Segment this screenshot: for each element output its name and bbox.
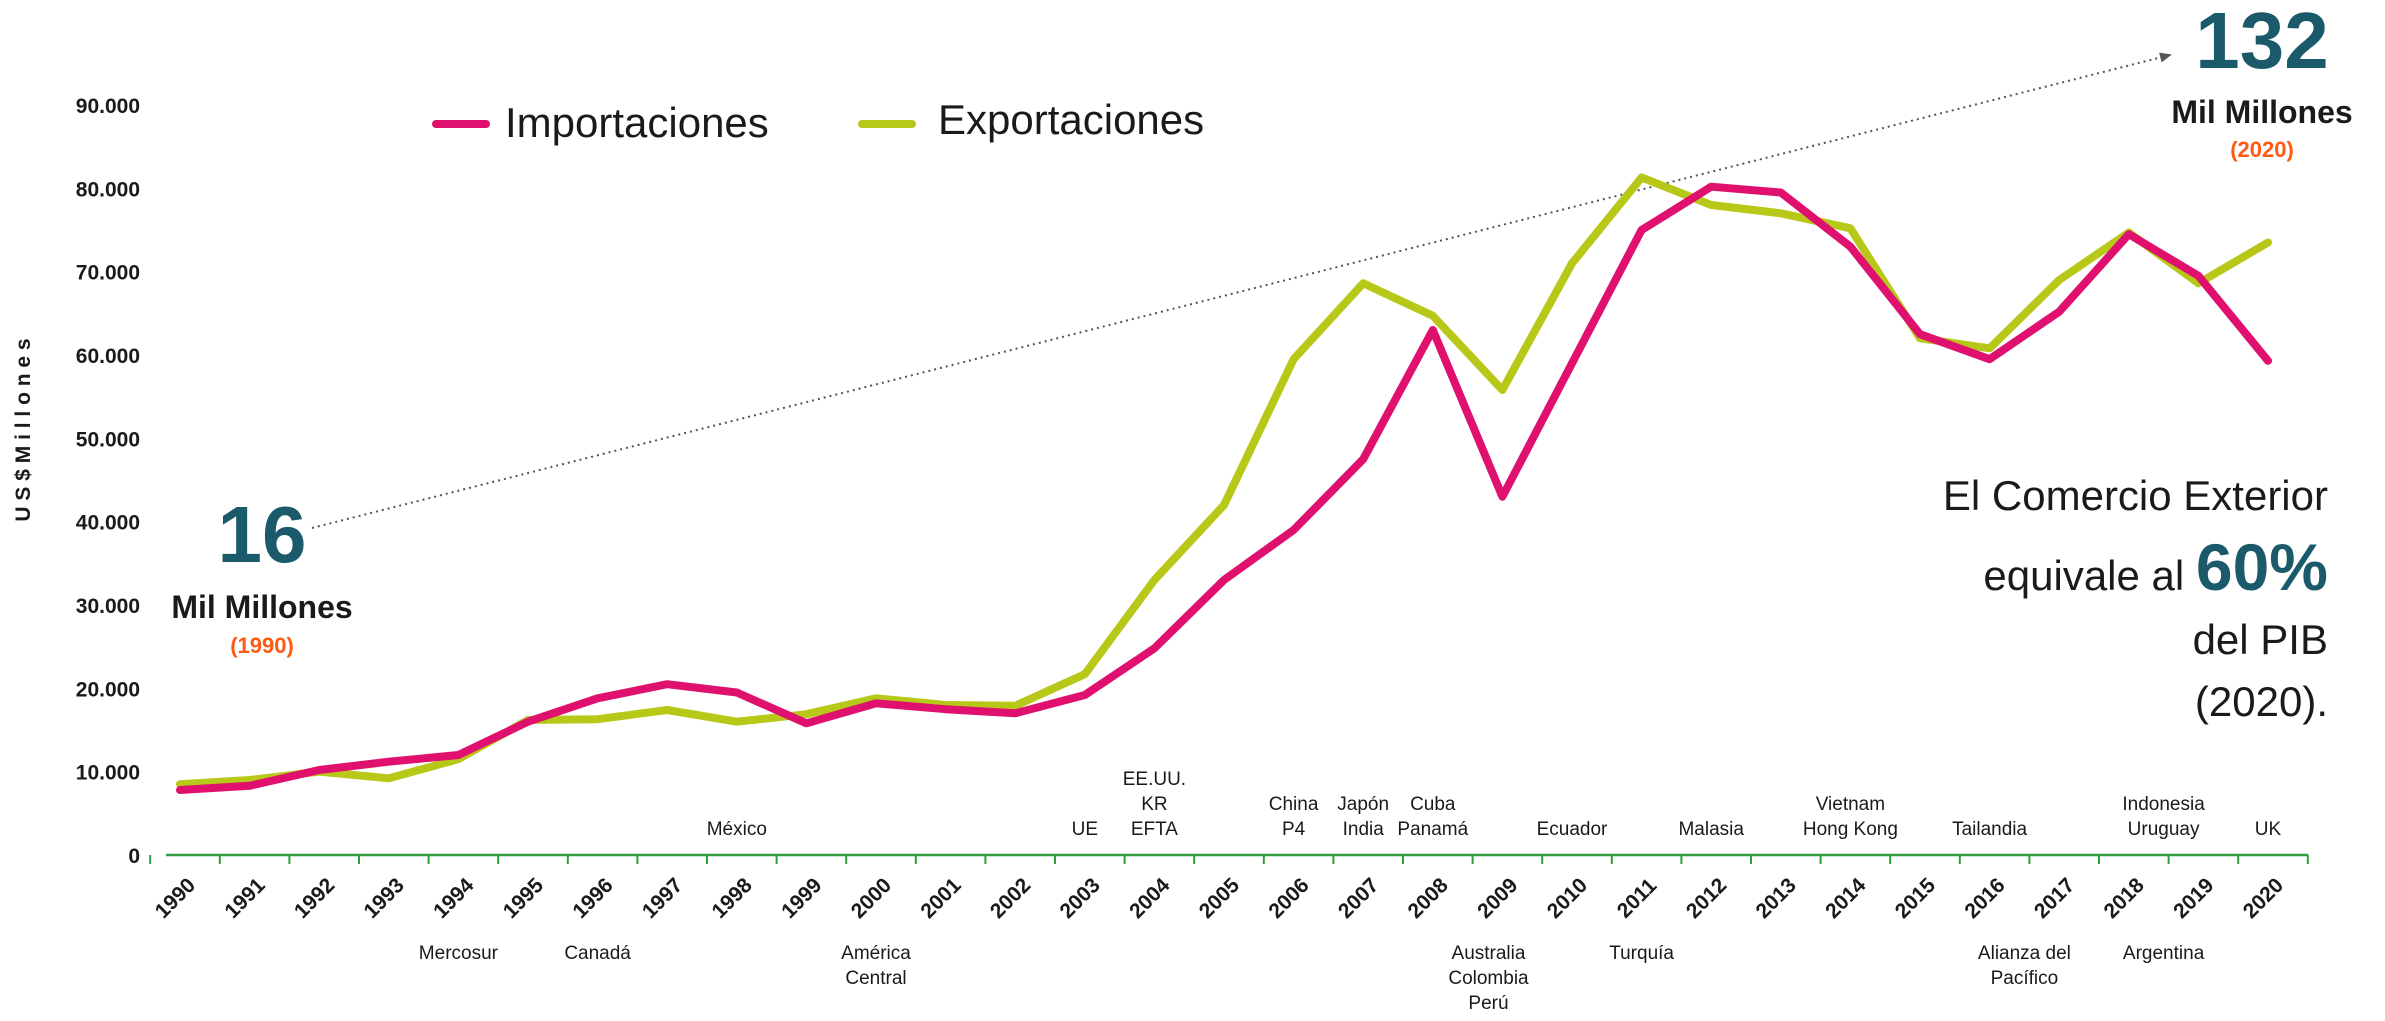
start-big-number: 16	[218, 490, 307, 579]
agreement-label: Argentina	[2123, 943, 2205, 964]
x-tick-label: 1993	[360, 874, 409, 923]
x-tick-label: 2017	[2030, 874, 2079, 923]
y-axis-label: U S $ M i l l o n e s	[12, 338, 35, 521]
agreement-label: América	[841, 943, 911, 964]
x-tick-label: 1999	[777, 874, 826, 923]
agreement-label: UK	[2255, 819, 2282, 840]
y-tick-label: 90.000	[76, 95, 140, 118]
end-label: Mil Millones	[2171, 94, 2352, 130]
x-tick-label: 2016	[1960, 874, 2009, 923]
agreement-label: Malasia	[1678, 819, 1744, 840]
legend: Importaciones Exportaciones	[432, 96, 1204, 146]
agreement-label: México	[707, 819, 767, 840]
x-tick-label: 2012	[1682, 874, 1731, 923]
x-tick-label: 2002	[986, 874, 1035, 923]
y-tick-label: 50.000	[76, 428, 140, 451]
end-year: (2020)	[2230, 137, 2294, 162]
y-tick-label: 60.000	[76, 345, 140, 368]
agreement-label: Indonesia	[2122, 794, 2205, 815]
x-tick-label: 1992	[290, 874, 339, 923]
end-annotation: 132 Mil Millones (2020)	[2171, 0, 2352, 162]
gdp-note-line4: (2020).	[2195, 678, 2328, 725]
agreement-label: Turquía	[1609, 943, 1674, 964]
x-tick-label: 2001	[916, 874, 966, 924]
x-tick-label: 1991	[220, 874, 270, 924]
y-tick-label: 40.000	[76, 512, 140, 535]
agreement-label: Alianza del	[1978, 943, 2071, 964]
x-tick-label: 2000	[847, 874, 896, 923]
x-tick-label: 1994	[429, 874, 479, 924]
agreement-label: Panamá	[1397, 819, 1468, 840]
agreement-label: P4	[1282, 819, 1306, 840]
agreement-label: Perú	[1468, 993, 1508, 1014]
agreement-label: Canadá	[564, 943, 631, 964]
agreement-label: KR	[1141, 794, 1167, 815]
agreement-label: Uruguay	[2128, 819, 2200, 840]
x-tick-label: 2005	[1195, 874, 1245, 924]
y-tick-label: 70.000	[76, 262, 140, 285]
legend-label-exportaciones: Exportaciones	[938, 96, 1204, 143]
agreement-label: Hong Kong	[1803, 819, 1898, 840]
agreement-label: EFTA	[1131, 819, 1178, 840]
x-tick-label: 1998	[708, 874, 758, 924]
x-tick-label: 1997	[638, 874, 687, 923]
x-tick-label: 2003	[1056, 874, 1105, 923]
gdp-note: El Comercio Exterior equivale al 60% del…	[1943, 472, 2328, 725]
agreement-label: Ecuador	[1537, 819, 1608, 840]
gdp-note-line1: El Comercio Exterior	[1943, 472, 2328, 519]
x-tick-label: 2006	[1264, 874, 1313, 923]
agreement-label: India	[1343, 819, 1385, 840]
gdp-note-percent: 60%	[2196, 530, 2328, 604]
y-tick-label: 0	[128, 845, 140, 868]
start-label: Mil Millones	[171, 589, 352, 625]
x-tick-label: 1995	[499, 874, 549, 924]
start-annotation: 16 Mil Millones (1990)	[171, 490, 352, 658]
agreement-label: Tailandia	[1952, 819, 2027, 840]
agreement-label: UE	[1072, 819, 1098, 840]
end-big-number: 132	[2195, 0, 2328, 85]
x-tick-label: 2004	[1125, 874, 1175, 924]
x-tick-label: 1990	[151, 874, 200, 923]
agreement-label: Vietnam	[1816, 794, 1885, 815]
agreement-label: Central	[845, 968, 906, 989]
x-tick-label: 2013	[1752, 874, 1801, 923]
x-tick-label: 2008	[1404, 874, 1454, 924]
gdp-note-line2: equivale al 60%	[1983, 530, 2328, 604]
y-tick-label: 80.000	[76, 178, 140, 201]
x-tick-label: 2007	[1334, 874, 1383, 923]
agreement-label: Colombia	[1448, 968, 1529, 989]
x-tick-label: 2010	[1543, 874, 1592, 923]
trend-arrow	[311, 52, 2172, 529]
gdp-note-line3: del PIB	[2193, 616, 2328, 663]
x-tick-label: 2019	[2169, 874, 2218, 923]
agreement-label: Mercosur	[419, 943, 499, 964]
agreement-label: Japón	[1337, 794, 1389, 815]
series-line-importaciones	[176, 182, 2272, 794]
x-tick-label: 2015	[1891, 874, 1941, 924]
agreement-label: Cuba	[1410, 794, 1456, 815]
agreement-label: China	[1269, 794, 1319, 815]
y-tick-label: 30.000	[76, 595, 140, 618]
agreement-label: Pacífico	[1991, 968, 2059, 989]
x-tick-label: 2014	[1821, 874, 1871, 924]
start-year: (1990)	[230, 633, 294, 658]
legend-label-importaciones: Importaciones	[505, 99, 769, 146]
x-tick-label: 1996	[568, 874, 617, 923]
x-tick-label: 2011	[1613, 874, 1662, 923]
y-tick-label: 10.000	[76, 762, 140, 785]
gdp-note-line2-text: equivale al	[1983, 552, 2195, 599]
x-tick-label: 2018	[2100, 874, 2150, 924]
y-tick-label: 20.000	[76, 678, 140, 701]
x-tick-label: 2009	[1473, 874, 1522, 923]
x-tick-label: 2020	[2239, 874, 2288, 923]
agreement-label: EE.UU.	[1123, 769, 1186, 790]
agreement-label: Australia	[1452, 943, 1526, 964]
